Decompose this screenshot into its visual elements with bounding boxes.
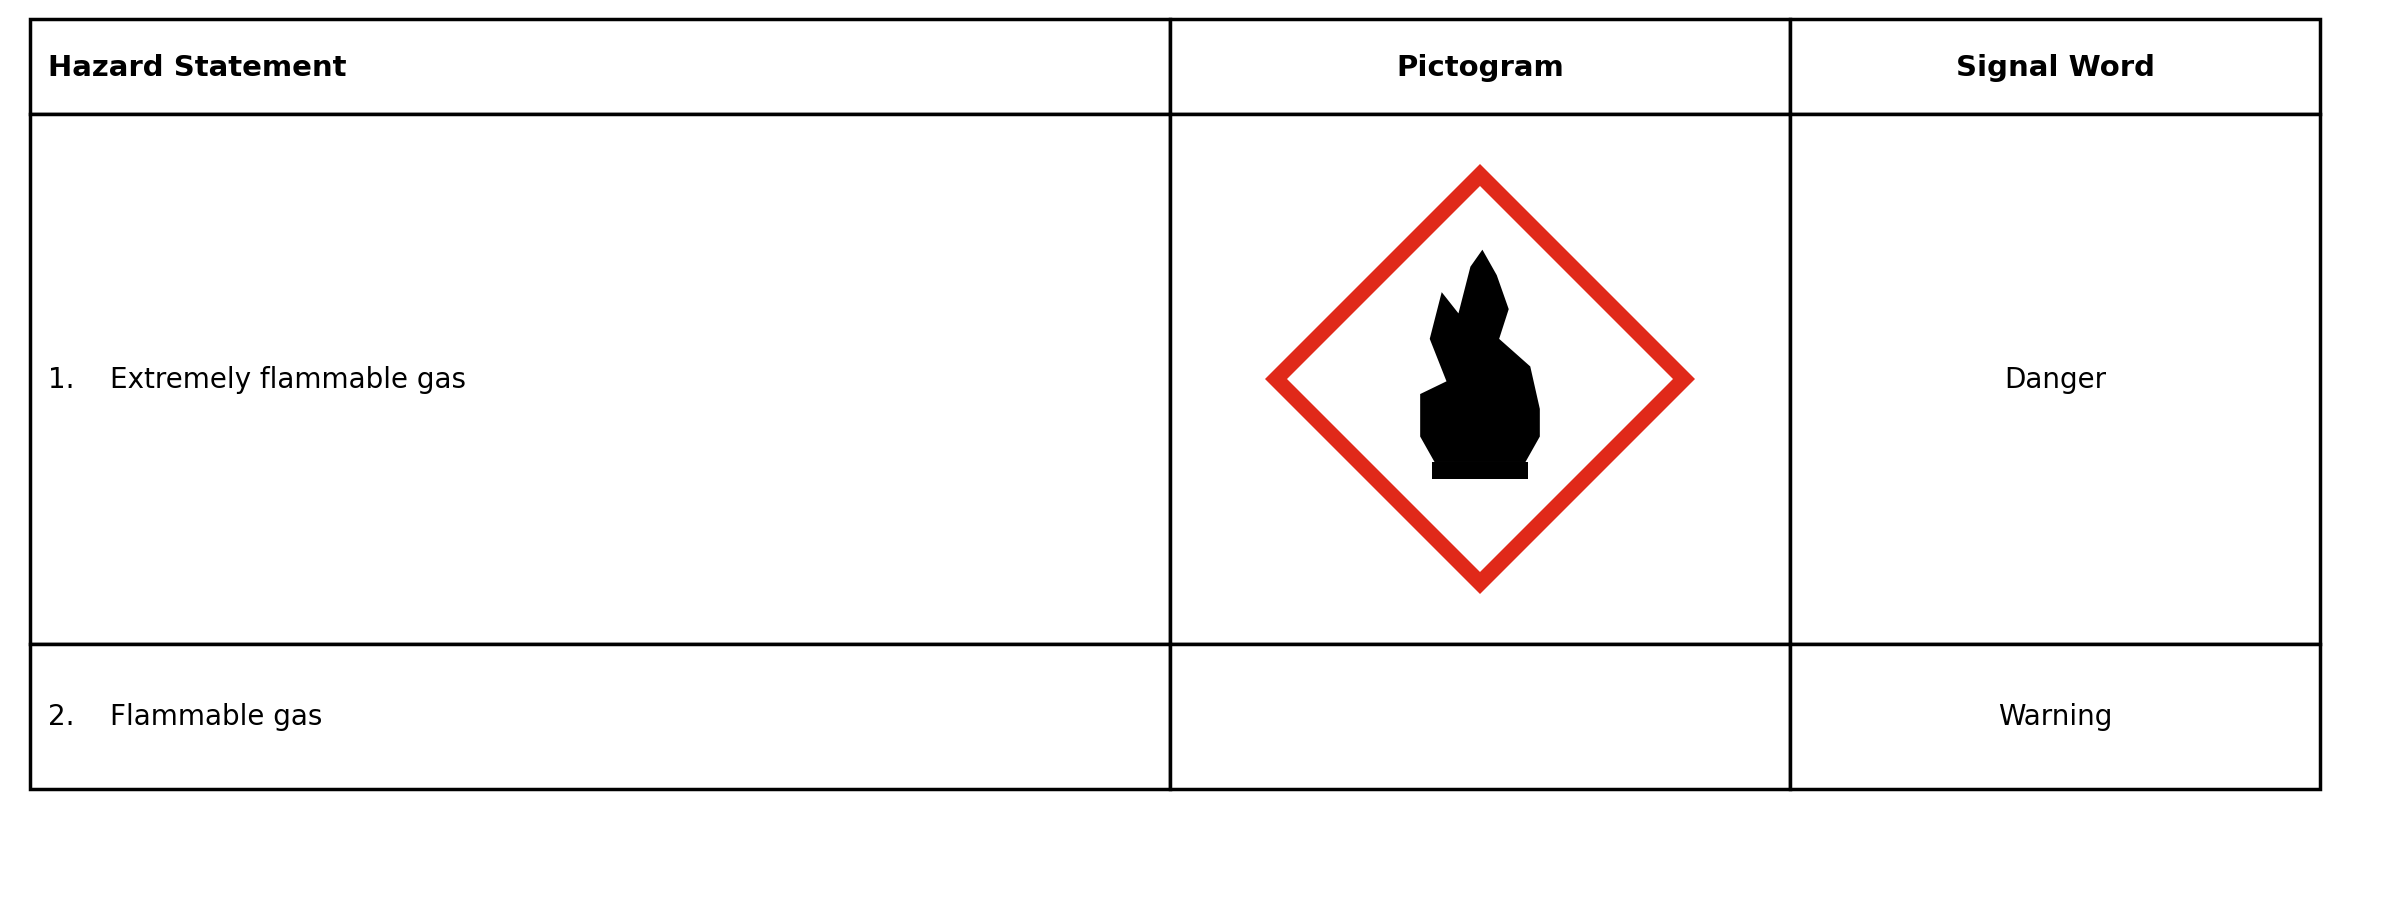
Text: Pictogram: Pictogram <box>1397 53 1565 81</box>
Bar <box>1171 20 1790 115</box>
Bar <box>1171 644 1790 789</box>
Bar <box>1433 463 1529 480</box>
Polygon shape <box>1286 187 1673 573</box>
Bar <box>29 20 1171 115</box>
Text: Danger: Danger <box>2004 365 2107 393</box>
Bar <box>1171 115 1790 644</box>
Bar <box>1790 644 2321 789</box>
Text: Signal Word: Signal Word <box>1956 53 2155 81</box>
Bar <box>29 644 1171 789</box>
Text: 2.    Flammable gas: 2. Flammable gas <box>48 703 322 731</box>
Text: Hazard Statement: Hazard Statement <box>48 53 346 81</box>
Bar <box>1790 20 2321 115</box>
Polygon shape <box>1421 251 1541 463</box>
Text: 1.    Extremely flammable gas: 1. Extremely flammable gas <box>48 365 466 393</box>
Bar <box>29 115 1171 644</box>
Bar <box>1790 115 2321 644</box>
Polygon shape <box>1265 165 1694 594</box>
Text: Warning: Warning <box>1997 703 2112 731</box>
